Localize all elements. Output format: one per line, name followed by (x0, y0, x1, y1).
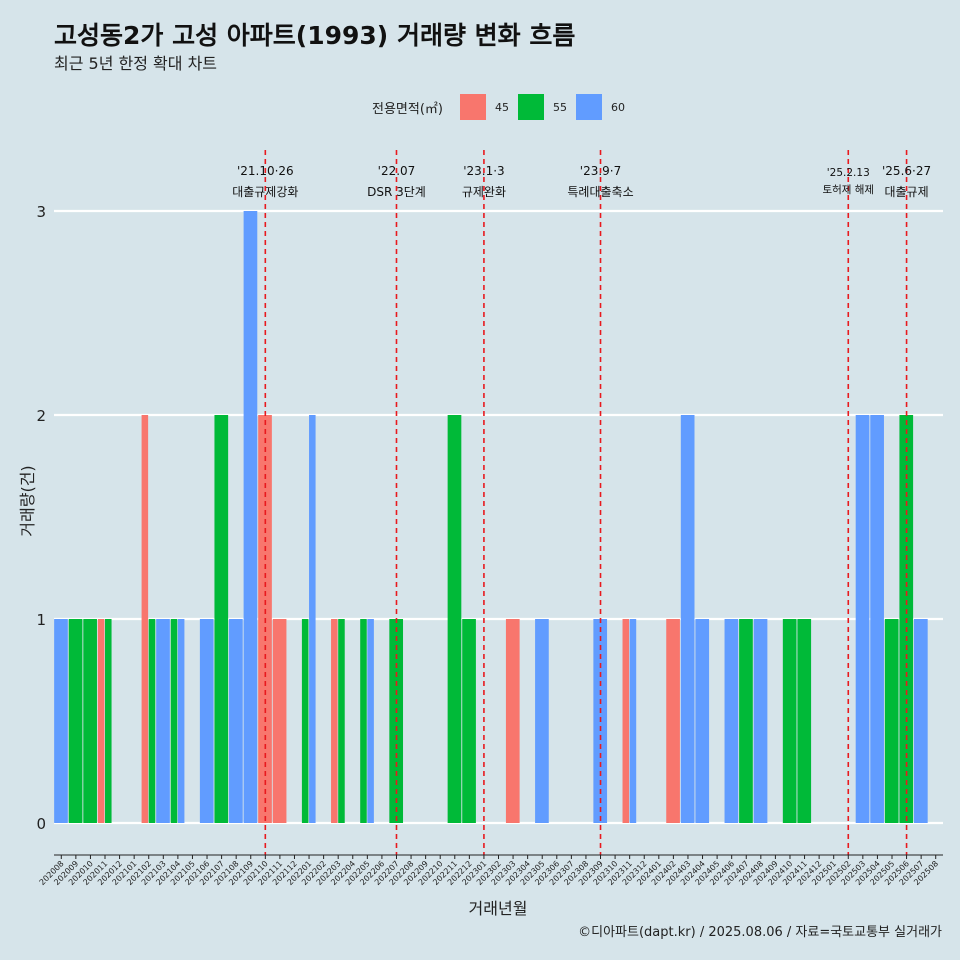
bar-202403-60 (680, 415, 695, 823)
legend: 전용면적(㎡) 45 55 60 (372, 94, 625, 120)
y-tick-label-2: 2 (36, 407, 46, 425)
legend-title: 전용면적(㎡) (372, 102, 443, 117)
chart-title: 고성동2가 고성 아파트(1993) 거래량 변화 흐름 (54, 21, 575, 50)
event-label-1: DSR 3단계 (367, 185, 426, 199)
legend-swatch-60 (576, 94, 602, 120)
bar-202109-60 (243, 211, 258, 823)
bar-202212-55 (462, 619, 476, 823)
bar-202404-60 (695, 619, 710, 823)
event-label-4: 토허제 해제 (822, 183, 874, 196)
legend-swatch-55 (518, 94, 544, 120)
bar-202402-45 (666, 619, 680, 823)
bar-202507-60 (913, 619, 928, 823)
bar-202107-55 (214, 415, 229, 823)
caption: ©디아파트(dapt.kr) / 2025.08.06 / 자료=국토교통부 실… (578, 925, 942, 940)
event-date-4: '25.2.13 (827, 167, 870, 179)
event-date-0: '21.10·26 (237, 164, 294, 178)
legend-label-60: 60 (611, 101, 625, 114)
bar-202407-55 (739, 619, 753, 823)
bars (54, 211, 928, 823)
bar-202311-45 (622, 619, 630, 823)
y-tick-label-1: 1 (36, 611, 46, 629)
event-markers: '21.10·26 대출규제강화 '22.07 DSR 3단계 '23.1·3 규제완화 '… (232, 150, 931, 855)
bar-202104-55 (170, 619, 178, 823)
y-axis-ticks: 0 1 2 3 (36, 203, 46, 833)
legend-swatch-45 (460, 94, 486, 120)
bar-202211-55 (447, 415, 462, 823)
bar-202205-60 (367, 619, 374, 823)
bar-202305-60 (535, 619, 549, 823)
bar-202102-45 (141, 415, 149, 823)
event-date-3: '23.9·7 (580, 164, 621, 178)
bar-202408-60 (753, 619, 768, 823)
bar-202303-45 (505, 619, 520, 823)
y-tick-label-0: 0 (36, 815, 46, 833)
bar-202311-60 (629, 619, 637, 823)
legend-label-45: 45 (495, 101, 509, 114)
event-label-2: 규제완화 (462, 185, 506, 199)
bar-202104-60 (177, 619, 185, 823)
bar-202011-45 (97, 619, 105, 823)
x-axis: 2020082020092020102020112020122021012021… (38, 854, 943, 887)
x-axis-title: 거래년월 (469, 899, 528, 918)
event-date-5: '25.6·27 (882, 164, 931, 178)
y-axis-title: 거래량(건) (18, 465, 37, 536)
bar-202111-45 (272, 619, 287, 823)
bar-202504-60 (870, 415, 884, 823)
event-date-2: '23.1·3 (463, 164, 504, 178)
chart-subtitle: 최근 5년 한정 확대 차트 (54, 54, 217, 73)
event-label-5: 대출규제 (884, 185, 928, 199)
bar-202008-60 (54, 619, 68, 823)
bar-202103-60 (156, 619, 170, 823)
bar-202106-60 (199, 619, 214, 823)
bar-202102-55 (148, 619, 156, 823)
bar-202201-60 (309, 415, 316, 823)
bar-202205-55 (360, 619, 367, 823)
bar-202406-60 (724, 619, 739, 823)
bar-202201-55 (301, 619, 309, 823)
bar-202411-55 (797, 619, 812, 823)
bar-202010-55 (83, 619, 97, 823)
event-date-1: '22.07 (378, 164, 416, 178)
bar-202505-55 (884, 619, 899, 823)
bar-202108-60 (229, 619, 243, 823)
event-label-3: 특례대출축소 (567, 185, 633, 199)
y-tick-label-3: 3 (36, 203, 46, 221)
bar-202203-45 (331, 619, 338, 823)
legend-label-55: 55 (553, 101, 567, 114)
bar-202203-55 (338, 619, 345, 823)
bar-202009-55 (68, 619, 83, 823)
bar-202410-55 (782, 619, 797, 823)
bar-202011-55 (105, 619, 112, 823)
event-label-0: 대출규제강화 (232, 185, 298, 199)
bar-202503-60 (855, 415, 870, 823)
